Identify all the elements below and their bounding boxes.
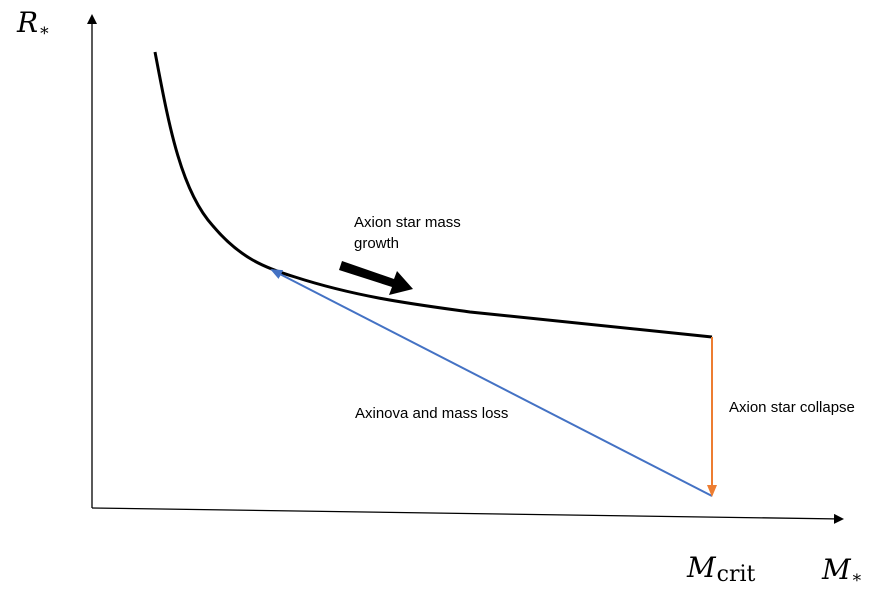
growth-arrow bbox=[339, 261, 413, 295]
mass-loss-label: Axinova and mass loss bbox=[355, 405, 509, 422]
collapse-label: Axion star collapse bbox=[729, 399, 855, 416]
x-axis-label: M * bbox=[822, 553, 861, 591]
mass-radius-curve bbox=[153, 51, 713, 339]
m-crit-label: Mcrit bbox=[687, 551, 756, 587]
growth-label-line2: growth bbox=[354, 235, 400, 252]
x-axis-subscript: * bbox=[852, 571, 862, 591]
x-axis bbox=[91, 507, 844, 524]
y-axis-symbol: R bbox=[17, 6, 39, 39]
growth-label-line1: Axion star mass bbox=[354, 214, 461, 231]
y-axis-label: R * bbox=[17, 6, 49, 44]
mass-loss-arrow bbox=[270, 269, 713, 497]
m-crit-symbol: M bbox=[687, 551, 716, 584]
m-crit-subscript: crit bbox=[716, 562, 756, 587]
y-axis-subscript: * bbox=[40, 24, 49, 44]
x-axis-symbol: M bbox=[822, 553, 851, 586]
